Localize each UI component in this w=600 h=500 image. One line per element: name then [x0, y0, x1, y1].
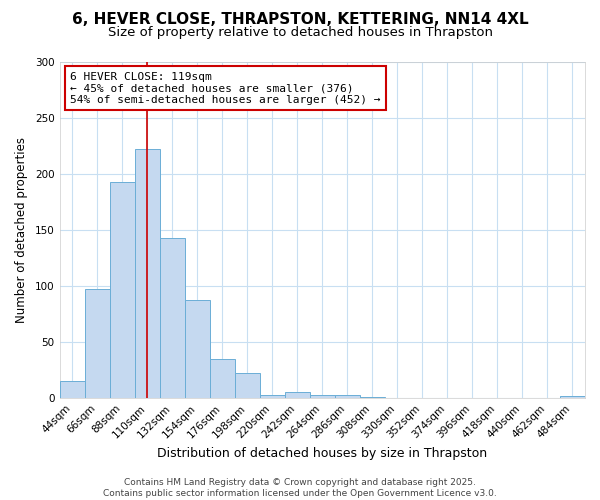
- Text: Contains HM Land Registry data © Crown copyright and database right 2025.
Contai: Contains HM Land Registry data © Crown c…: [103, 478, 497, 498]
- Bar: [260, 395, 285, 398]
- Bar: [160, 238, 185, 398]
- Bar: [209, 359, 235, 399]
- Bar: [185, 300, 209, 398]
- Bar: [560, 396, 585, 398]
- Y-axis label: Number of detached properties: Number of detached properties: [15, 137, 28, 323]
- Bar: [285, 392, 310, 398]
- X-axis label: Distribution of detached houses by size in Thrapston: Distribution of detached houses by size …: [157, 447, 487, 460]
- Bar: [134, 149, 160, 398]
- Bar: [235, 372, 260, 398]
- Text: 6 HEVER CLOSE: 119sqm
← 45% of detached houses are smaller (376)
54% of semi-det: 6 HEVER CLOSE: 119sqm ← 45% of detached …: [70, 72, 380, 105]
- Bar: [335, 395, 360, 398]
- Bar: [110, 182, 134, 398]
- Bar: [310, 395, 335, 398]
- Bar: [85, 290, 110, 399]
- Bar: [59, 382, 85, 398]
- Text: Size of property relative to detached houses in Thrapston: Size of property relative to detached ho…: [107, 26, 493, 39]
- Bar: [360, 397, 385, 398]
- Text: 6, HEVER CLOSE, THRAPSTON, KETTERING, NN14 4XL: 6, HEVER CLOSE, THRAPSTON, KETTERING, NN…: [71, 12, 529, 28]
